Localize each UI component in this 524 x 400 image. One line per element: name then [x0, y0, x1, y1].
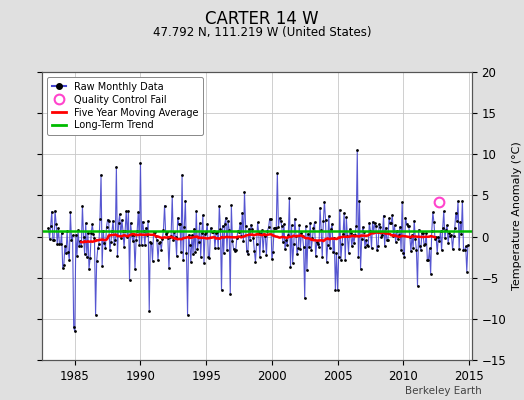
Y-axis label: Temperature Anomaly (°C): Temperature Anomaly (°C)	[511, 142, 521, 290]
Text: Berkeley Earth: Berkeley Earth	[406, 386, 482, 396]
Text: CARTER 14 W: CARTER 14 W	[205, 10, 319, 28]
Text: 47.792 N, 111.219 W (United States): 47.792 N, 111.219 W (United States)	[153, 26, 371, 39]
Legend: Raw Monthly Data, Quality Control Fail, Five Year Moving Average, Long-Term Tren: Raw Monthly Data, Quality Control Fail, …	[47, 77, 203, 135]
